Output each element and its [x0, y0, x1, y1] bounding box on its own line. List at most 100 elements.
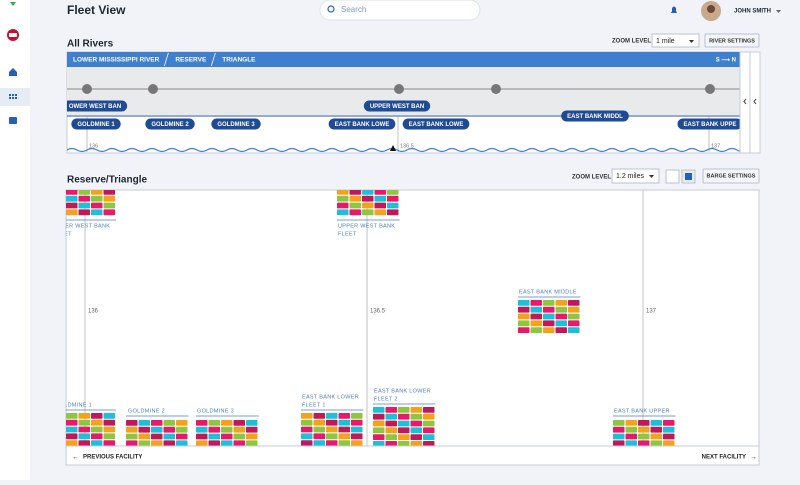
fleet-marker[interactable]: OWER WEST BAN	[63, 100, 128, 112]
barge	[423, 434, 435, 440]
fleet-label: UPPER WEST BANK	[338, 223, 395, 229]
barge	[410, 441, 422, 446]
barge	[126, 440, 138, 446]
breadcrumb-item[interactable]: TRIANGLE	[222, 57, 256, 64]
barge	[233, 420, 245, 426]
user-menu-caret[interactable]	[776, 10, 781, 13]
barge	[163, 426, 175, 433]
barge	[301, 426, 313, 433]
barge	[398, 434, 410, 440]
barge	[518, 320, 530, 327]
fleet-marker[interactable]: GOLDMINE 1	[71, 118, 121, 130]
fleet-group[interactable]: GOLDMINE 3	[196, 408, 259, 446]
marker-label: EAST BANK UPPE	[683, 122, 736, 128]
barge	[387, 209, 399, 216]
marker-label: EAST BANK MIDDL	[567, 114, 623, 120]
fleet-label: EAST BANK LOWER	[374, 388, 431, 394]
barge	[151, 420, 163, 426]
fleet-group[interactable]: EAST BANK LOWER FLEET 2	[373, 388, 436, 446]
fleet-label: FLEET 1	[302, 402, 326, 408]
barge	[385, 427, 397, 434]
river-settings-button[interactable]	[704, 33, 760, 48]
briefcase-icon[interactable]	[9, 117, 17, 124]
barge	[301, 440, 313, 446]
breadcrumb-separator	[163, 52, 169, 67]
barge-settings-button[interactable]	[702, 168, 760, 184]
notification-icon[interactable]	[671, 6, 677, 14]
barge	[233, 440, 245, 446]
mile-label: 137	[711, 143, 720, 149]
barge	[78, 413, 90, 419]
barge	[138, 420, 150, 426]
barge	[374, 209, 386, 216]
barge	[410, 413, 422, 420]
barge	[568, 313, 580, 320]
zoom-select[interactable]	[651, 33, 700, 48]
barge	[663, 420, 675, 426]
zoom-select[interactable]	[611, 168, 660, 184]
search-box[interactable]	[319, 0, 481, 21]
barge	[663, 433, 675, 440]
barge	[638, 420, 650, 426]
barge	[625, 433, 637, 440]
home-icon[interactable]	[9, 68, 17, 76]
barge	[103, 433, 115, 440]
barge	[410, 407, 422, 413]
barge	[423, 407, 435, 413]
fleet-group[interactable]: GOLDMINE 2	[126, 408, 189, 446]
fleet-marker[interactable]: EAST BANK LOWE	[328, 118, 396, 130]
fleet-marker[interactable]: EAST BANK MIDDL	[561, 110, 629, 122]
barge	[638, 426, 650, 433]
fleet-group[interactable]: EAST BANK LOWER FLEET 1	[301, 394, 364, 446]
barge	[351, 440, 363, 446]
previous-facility[interactable]: PREVIOUS FACILITY	[83, 455, 142, 461]
grid-icon[interactable]	[9, 94, 17, 99]
fleet-group[interactable]: UPPER WEST BANK FLEET	[53, 189, 116, 237]
barge	[126, 420, 138, 426]
barge	[349, 190, 361, 195]
barge	[138, 433, 150, 440]
barge	[338, 440, 350, 446]
barge	[301, 413, 313, 419]
next-facility[interactable]: NEXT FACILITY	[702, 455, 746, 461]
barge	[246, 426, 258, 433]
barge	[373, 407, 385, 413]
barge	[638, 440, 650, 446]
breadcrumb-item[interactable]: LOWER MISSISSIPPI RIVER	[73, 57, 160, 64]
fleet-marker[interactable]: GOLDMINE 3	[211, 118, 261, 130]
barge	[103, 195, 115, 202]
track-point	[491, 84, 501, 94]
barge	[78, 190, 90, 195]
marker-pill	[328, 118, 396, 130]
marker-label: OWER WEST BAN	[69, 104, 121, 110]
barge	[387, 190, 399, 195]
barge	[373, 420, 385, 427]
barge	[555, 320, 567, 327]
marker-label: UPPER WEST BAN	[370, 104, 424, 110]
barge	[568, 320, 580, 327]
list-view-button[interactable]	[665, 169, 680, 184]
select-caret	[649, 175, 654, 178]
fleet-marker[interactable]: GOLDMINE 2	[145, 118, 195, 130]
barge	[338, 426, 350, 433]
fleet-group[interactable]: EAST BANK MIDDLE	[518, 289, 581, 333]
fleet-marker[interactable]: EAST BANK LOWE	[402, 118, 470, 130]
barge	[387, 202, 399, 209]
fleet-group[interactable]: UPPER WEST BANK FLEET	[337, 189, 400, 237]
fleet-marker[interactable]: EAST BANK UPPE	[677, 118, 742, 130]
barge	[208, 433, 220, 440]
barge	[423, 413, 435, 420]
fleet-group[interactable]: GOLDMINE 1	[55, 402, 116, 446]
barge	[233, 426, 245, 433]
fleet-marker[interactable]: UPPER WEST BAN	[363, 100, 431, 112]
barge	[176, 420, 188, 426]
barge	[663, 440, 675, 446]
barge	[103, 440, 115, 446]
breadcrumb-item[interactable]: RESERVE	[175, 57, 207, 64]
fleet-group[interactable]: EAST BANK UPPER	[613, 408, 676, 446]
barge	[518, 327, 530, 333]
marker-pill	[402, 118, 470, 130]
barge	[650, 433, 662, 440]
barge	[246, 433, 258, 440]
